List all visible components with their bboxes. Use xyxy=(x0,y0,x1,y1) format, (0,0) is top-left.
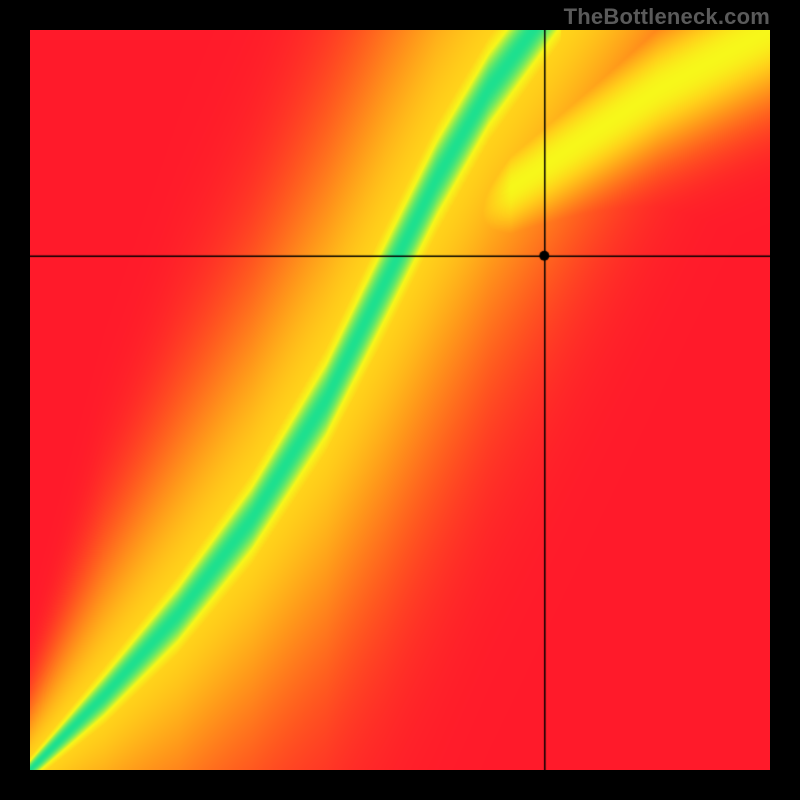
chart-container: TheBottleneck.com xyxy=(0,0,800,800)
bottleneck-heatmap xyxy=(30,30,770,770)
watermark-label: TheBottleneck.com xyxy=(564,4,770,30)
